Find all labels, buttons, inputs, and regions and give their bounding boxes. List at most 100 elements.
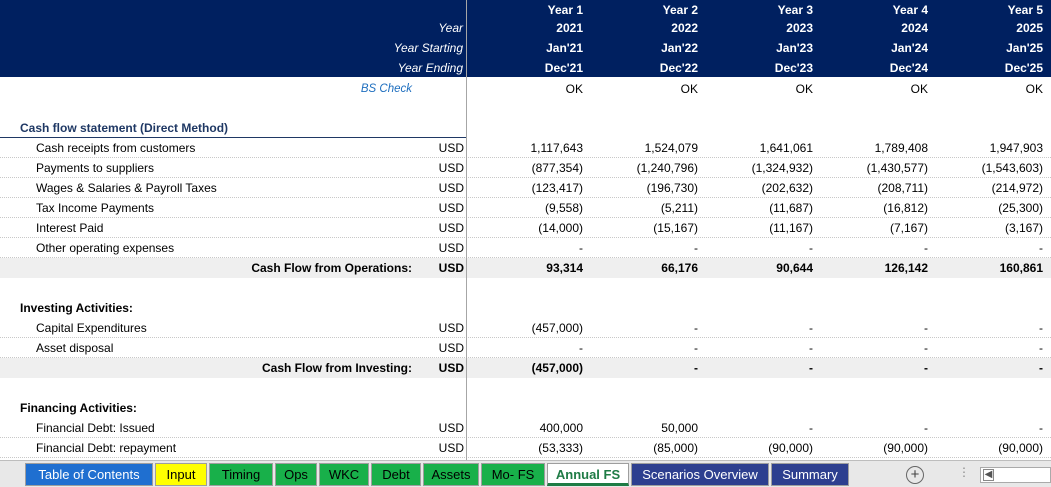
col-end: Dec'23 bbox=[774, 61, 813, 75]
table-row: Financial Debt: Issued USD 400,000 50,000 - -… bbox=[0, 418, 1051, 438]
row-value[interactable]: (877,354) bbox=[531, 161, 583, 175]
row-value[interactable]: (15,167) bbox=[653, 221, 698, 235]
table-row: Capital Expenditures USD (457,000) - - - - bbox=[0, 318, 1051, 338]
row-value[interactable]: (1,240,796) bbox=[636, 161, 698, 175]
row-value[interactable]: 1,641,061 bbox=[759, 141, 813, 155]
plus-circle-icon[interactable]: + bbox=[906, 466, 924, 484]
row-value[interactable]: (202,632) bbox=[761, 181, 813, 195]
header-band bbox=[0, 0, 1051, 77]
sheet-tab[interactable]: Summary bbox=[771, 463, 849, 486]
row-value[interactable]: - bbox=[924, 241, 928, 255]
row-value[interactable]: (90,000) bbox=[883, 441, 928, 455]
sheet-tab[interactable]: Mo- FS bbox=[481, 463, 545, 486]
row-unit: USD bbox=[438, 441, 464, 455]
bs-check-row: BS Check OK OK OK OK OK bbox=[0, 79, 1051, 99]
row-value[interactable]: - bbox=[809, 241, 813, 255]
total-value: - bbox=[924, 361, 928, 375]
table-row: Other operating expenses USD - - - - - bbox=[0, 238, 1051, 258]
row-value[interactable]: (16,812) bbox=[883, 201, 928, 215]
row-value[interactable]: - bbox=[579, 341, 583, 355]
row-value[interactable]: (85,000) bbox=[653, 441, 698, 455]
sheet-tab[interactable]: WKC bbox=[319, 463, 369, 486]
col-start: Jan'22 bbox=[661, 41, 698, 55]
sheet-tab[interactable]: Input bbox=[155, 463, 207, 486]
row-label: Other operating expenses bbox=[36, 241, 175, 255]
sheet-tab[interactable]: Timing bbox=[209, 463, 273, 486]
table-row: Tax Income Payments USD (9,558) (5,211) (11,… bbox=[0, 198, 1051, 218]
row-value[interactable]: (11,687) bbox=[769, 201, 813, 215]
row-value[interactable]: (5,211) bbox=[660, 201, 698, 215]
row-value[interactable]: (90,000) bbox=[998, 441, 1043, 455]
row-value[interactable]: - bbox=[924, 341, 928, 355]
row-value[interactable]: (1,430,577) bbox=[866, 161, 928, 175]
sheet-tab[interactable]: Assets bbox=[423, 463, 479, 486]
header-row-titles: Year 1 Year 2 Year 3 Year 4 Year 5 bbox=[0, 0, 1051, 20]
row-value[interactable]: (11,167) bbox=[769, 221, 813, 235]
sheet-tab[interactable]: Ops bbox=[275, 463, 317, 486]
row-label: Interest Paid bbox=[36, 221, 104, 235]
row-value[interactable]: - bbox=[694, 321, 698, 335]
horizontal-scrollbar[interactable]: ◀ bbox=[980, 467, 1051, 483]
col-end: Dec'21 bbox=[544, 61, 583, 75]
col-end: Dec'22 bbox=[659, 61, 698, 75]
row-value[interactable]: - bbox=[1039, 341, 1043, 355]
row-value[interactable]: (3,167) bbox=[1004, 221, 1043, 235]
row-value[interactable]: 1,524,079 bbox=[644, 141, 698, 155]
total-label: Cash Flow from Investing: bbox=[261, 361, 412, 375]
row-value[interactable]: (14,000) bbox=[538, 221, 583, 235]
row-value[interactable]: (9,558) bbox=[544, 201, 583, 215]
row-label: Wages & Salaries & Payroll Taxes bbox=[36, 181, 217, 195]
row-value[interactable]: 1,947,903 bbox=[989, 141, 1043, 155]
sheet-tab[interactable]: Debt bbox=[371, 463, 421, 486]
row-value[interactable]: (25,300) bbox=[998, 201, 1043, 215]
col-title: Year 4 bbox=[892, 3, 928, 17]
sheet-tab[interactable]: Annual FS bbox=[547, 463, 629, 486]
row-value[interactable]: (123,417) bbox=[531, 181, 583, 195]
total-row-investing: Cash Flow from Investing: USD (457,000) … bbox=[0, 358, 1051, 378]
row-value[interactable]: - bbox=[694, 241, 698, 255]
row-value[interactable]: - bbox=[809, 341, 813, 355]
row-value[interactable]: (7,167) bbox=[889, 221, 928, 235]
row-value[interactable]: - bbox=[809, 321, 813, 335]
row-value[interactable]: (214,972) bbox=[991, 181, 1043, 195]
row-value[interactable]: 1,789,408 bbox=[874, 141, 928, 155]
col-year: 2023 bbox=[786, 21, 813, 35]
row-value[interactable]: (90,000) bbox=[768, 441, 813, 455]
vertical-dots-icon[interactable]: ⋮ bbox=[958, 465, 970, 479]
row-value[interactable]: - bbox=[694, 341, 698, 355]
col-end: Dec'24 bbox=[889, 61, 928, 75]
row-value[interactable]: (1,324,932) bbox=[751, 161, 813, 175]
row-value[interactable]: - bbox=[1039, 321, 1043, 335]
row-unit: USD bbox=[438, 421, 464, 435]
total-value: 160,861 bbox=[999, 261, 1043, 275]
col-year: 2025 bbox=[1016, 21, 1043, 35]
header-row-start: Year Starting Jan'21 Jan'22 Jan'23 Jan'2… bbox=[0, 38, 1051, 58]
table-row: Payments to suppliers USD (877,354) (1,240,… bbox=[0, 158, 1051, 178]
row-value[interactable]: - bbox=[924, 321, 928, 335]
row-value[interactable]: 50,000 bbox=[661, 421, 698, 435]
row-value[interactable]: (208,711) bbox=[877, 181, 928, 195]
row-value[interactable]: (457,000) bbox=[531, 321, 583, 335]
row-value[interactable]: 1,117,643 bbox=[530, 141, 584, 155]
row-value[interactable]: - bbox=[924, 421, 928, 435]
row-label: Asset disposal bbox=[36, 341, 114, 355]
row-value[interactable]: (53,333) bbox=[538, 441, 583, 455]
row-value[interactable]: - bbox=[579, 241, 583, 255]
row-value[interactable]: (1,543,603) bbox=[981, 161, 1043, 175]
triangle-left-icon[interactable]: ◀ bbox=[983, 469, 994, 481]
total-label: Cash Flow from Operations: bbox=[251, 261, 412, 275]
row-value[interactable]: 400,000 bbox=[539, 421, 583, 435]
row-value[interactable]: (196,730) bbox=[646, 181, 698, 195]
row-value[interactable]: - bbox=[1039, 421, 1043, 435]
col-title: Year 5 bbox=[1007, 3, 1043, 17]
row-value[interactable]: - bbox=[809, 421, 813, 435]
header-row-year: Year 2021 2022 2023 2024 2025 bbox=[0, 18, 1051, 38]
table-row: Financial Debt: repayment USD (53,333) (85,… bbox=[0, 438, 1051, 458]
row-value[interactable]: - bbox=[1039, 241, 1043, 255]
sheet-tab[interactable]: Scenarios Overview bbox=[631, 463, 769, 486]
cash-flow-section-title: Cash flow statement (Direct Method) bbox=[0, 118, 466, 138]
row-label: Tax Income Payments bbox=[36, 201, 155, 215]
sheet-tab[interactable]: Table of Contents bbox=[25, 463, 153, 486]
spreadsheet-grid[interactable]: Year 1 Year 2 Year 3 Year 4 Year 5 Year … bbox=[0, 0, 1051, 460]
total-unit: USD bbox=[438, 361, 464, 375]
